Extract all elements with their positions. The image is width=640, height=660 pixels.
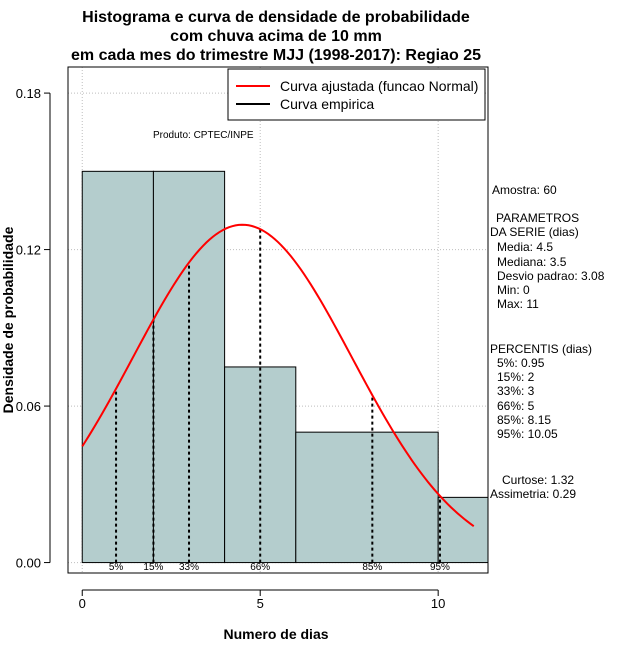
y-tick-label: 0.06 bbox=[16, 399, 41, 414]
stat-params-title-2: DA SERIE (dias) bbox=[490, 225, 579, 239]
stat-sample-size: Amostra: 60 bbox=[492, 183, 557, 197]
percentile-label: 33% bbox=[179, 562, 199, 573]
histogram-bars bbox=[81, 170, 489, 564]
histogram-bar bbox=[152, 170, 226, 564]
stat-p66: 66%: 5 bbox=[497, 399, 535, 413]
chart-title-line-3: em cada mes do trimestre MJJ (1998-2017)… bbox=[71, 47, 481, 64]
chart-title-line-1: Histograma e curva de densidade de proba… bbox=[82, 9, 470, 26]
percentile-label: 95% bbox=[430, 562, 450, 573]
x-tick-label: 10 bbox=[431, 596, 445, 611]
y-axis-label: Densidade de probabilidade bbox=[0, 226, 16, 413]
x-tick-label: 0 bbox=[79, 596, 86, 611]
plot-frame bbox=[67, 66, 489, 574]
legend-box bbox=[227, 68, 486, 121]
stat-p15: 15%: 2 bbox=[497, 370, 535, 384]
stat-p5: 5%: 0.95 bbox=[497, 356, 545, 370]
legend: Curva ajustada (funcao Normal) Curva emp… bbox=[227, 68, 486, 121]
stat-p85: 85%: 8.15 bbox=[497, 413, 551, 427]
percentile-label: 5% bbox=[109, 562, 124, 573]
stat-p95: 95%: 10.05 bbox=[497, 427, 558, 441]
stat-p33: 33%: 3 bbox=[497, 384, 535, 398]
histogram-bar bbox=[295, 431, 439, 564]
legend-empirical-label: Curva empirica bbox=[280, 96, 374, 112]
axes: 0 5 10 0.00 0.06 0.12 0.18 bbox=[16, 86, 446, 611]
x-axis-label: Numero de dias bbox=[223, 626, 328, 642]
fit-curve-line bbox=[81, 223, 475, 527]
chart-title-line-2: com chuva acima de 10 mm bbox=[170, 28, 382, 45]
product-annotation: Produto: CPTEC/INPE bbox=[153, 130, 254, 141]
stat-media: Media: 4.5 bbox=[497, 240, 553, 254]
percentile-label: 15% bbox=[143, 562, 163, 573]
stat-assimetria: Assimetria: 0.29 bbox=[490, 487, 576, 501]
percentile-lines: 5% 15% 33% 66% 85% 95% bbox=[109, 229, 450, 573]
histogram-bar bbox=[437, 496, 489, 564]
stat-percentis-title: PERCENTIS (dias) bbox=[490, 342, 592, 356]
fit-curve-layer bbox=[81, 223, 475, 527]
stat-min: Min: 0 bbox=[497, 283, 530, 297]
stat-params-title-1: PARAMETROS bbox=[496, 211, 579, 225]
percentile-label: 85% bbox=[362, 562, 382, 573]
x-tick-label: 5 bbox=[257, 596, 264, 611]
stat-mediana: Mediana: 3.5 bbox=[497, 255, 567, 269]
y-tick-label: 0.18 bbox=[16, 86, 41, 101]
legend-fit-label: Curva ajustada (funcao Normal) bbox=[280, 78, 478, 94]
stat-desvio: Desvio padrao: 3.08 bbox=[497, 269, 605, 283]
histogram-bar bbox=[81, 170, 154, 564]
y-tick-label: 0.00 bbox=[16, 556, 41, 571]
stat-max: Max: 11 bbox=[497, 297, 539, 311]
stat-curtose: Curtose: 1.32 bbox=[502, 473, 574, 487]
stats-panel: Amostra: 60 PARAMETROS DA SERIE (dias) M… bbox=[490, 183, 605, 501]
percentile-label: 66% bbox=[250, 562, 270, 573]
y-tick-label: 0.12 bbox=[16, 243, 41, 258]
